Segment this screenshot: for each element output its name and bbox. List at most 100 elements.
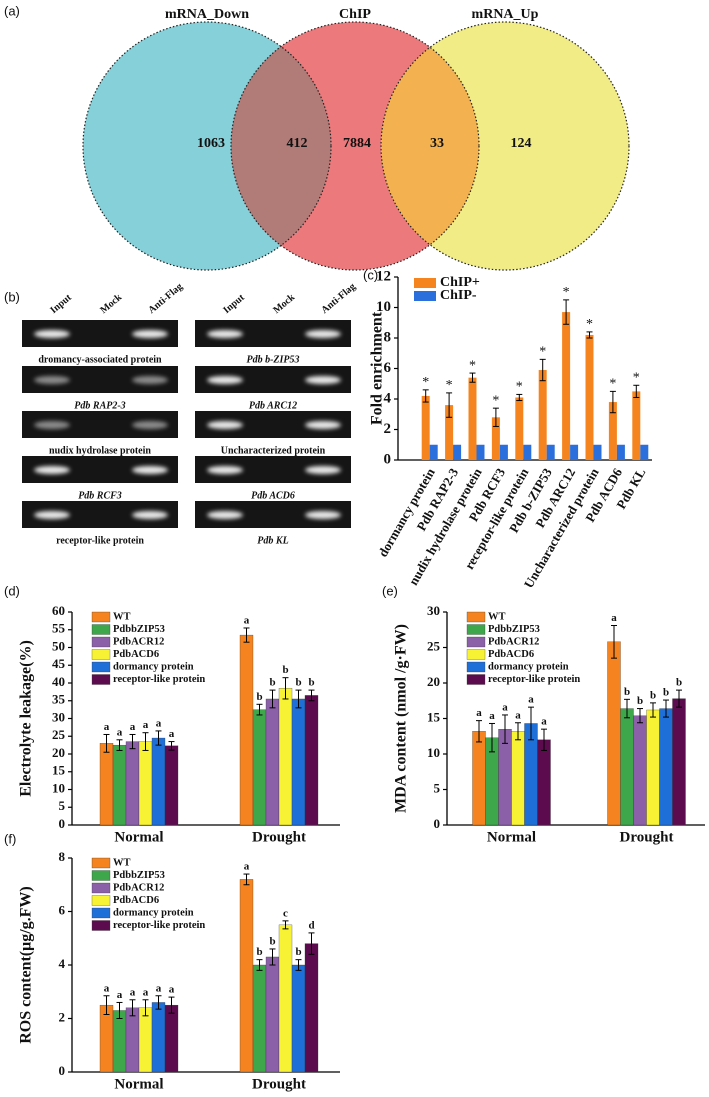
region-count: 33: [430, 136, 444, 151]
significance-letter: b: [269, 677, 275, 689]
significance-marker: *: [633, 370, 640, 385]
legend-label: dormancy protein: [488, 661, 569, 672]
gel-band: [305, 466, 341, 474]
legend-swatch: [466, 661, 486, 673]
significance-letter: a: [143, 719, 149, 731]
legend-swatch: [466, 636, 486, 648]
x-tick-label: Normal: [114, 829, 163, 845]
gel-band: [34, 421, 70, 429]
bar: [125, 1007, 140, 1073]
gel-band: [207, 466, 243, 474]
bar: [585, 334, 594, 460]
bar: [445, 405, 454, 460]
bar: [164, 745, 179, 826]
bar: [593, 444, 602, 460]
gene-label: nudix hydrolase protein: [49, 445, 151, 456]
significance-letter: a: [489, 710, 495, 722]
panel-label: (d): [4, 583, 20, 598]
bar: [672, 698, 686, 826]
y-tick-label: 50: [52, 638, 65, 653]
bar: [640, 444, 649, 460]
significance-letter: c: [283, 907, 288, 919]
bar: [468, 377, 477, 460]
significance-letter: b: [269, 935, 275, 947]
significance-letter: a: [244, 861, 250, 873]
set-label: ChIP: [339, 7, 371, 22]
significance-letter: a: [130, 721, 136, 733]
region-count: 412: [287, 136, 308, 151]
y-tick-label: 35: [52, 692, 66, 707]
gene-label: Pdb RCF3: [78, 490, 122, 501]
bar: [476, 444, 485, 460]
bar: [620, 708, 634, 826]
bar: [304, 943, 319, 1073]
bar: [291, 698, 306, 826]
y-tick-label: 10: [427, 745, 440, 760]
legend-label: PdbACD6: [488, 649, 534, 660]
legend-swatch: [91, 907, 111, 919]
legend-swatch: [466, 624, 486, 635]
significance-letter: a: [611, 612, 617, 624]
gene-label: Pdb b-ZIP53: [246, 354, 299, 365]
bar: [515, 397, 524, 460]
y-axis-title: ROS content(μg/g.FW): [18, 886, 35, 1044]
y-tick-label: 5: [59, 798, 66, 813]
venn-outline: [230, 21, 480, 271]
bar: [491, 417, 500, 460]
y-tick-label: 55: [52, 621, 66, 636]
significance-letter: b: [637, 695, 643, 707]
bar: [646, 709, 660, 826]
significance-marker: *: [586, 317, 593, 332]
significance-letter: a: [169, 728, 175, 740]
significance-marker: *: [563, 285, 570, 300]
y-tick-label: 8: [384, 329, 392, 345]
bar: [239, 879, 254, 1073]
legend-swatch: [414, 291, 436, 301]
y-tick-label: 20: [427, 674, 440, 689]
y-tick-label: 15: [52, 763, 66, 778]
bar: [252, 964, 267, 1073]
legend-swatch: [91, 674, 111, 685]
gel-band: [305, 330, 341, 338]
bar: [570, 444, 579, 460]
legend-label: PdbACD6: [113, 649, 159, 660]
panel-label: (e): [382, 583, 398, 598]
bar: [252, 709, 267, 826]
bar: [546, 444, 555, 460]
legend-swatch: [466, 611, 486, 623]
lane-label: Input: [221, 292, 247, 316]
significance-letter: b: [256, 946, 262, 958]
bar: [151, 737, 166, 826]
y-tick-label: 0: [59, 1063, 66, 1078]
gene-label: Pdb ARC12: [249, 400, 297, 411]
bar: [112, 744, 127, 826]
significance-letter: a: [169, 984, 175, 996]
legend-swatch: [91, 870, 111, 881]
bar: [632, 391, 641, 460]
gel-band: [132, 466, 168, 474]
significance-letter: a: [117, 726, 123, 738]
legend-label: PdbACD6: [113, 895, 159, 906]
significance-letter: a: [143, 986, 149, 998]
significance-letter: a: [117, 989, 123, 1001]
significance-letter: a: [502, 701, 508, 713]
bar: [659, 708, 673, 826]
legend-label: PdbbZIP53: [113, 624, 165, 635]
bar: [138, 1007, 153, 1073]
legend-label: PdbACR12: [113, 636, 164, 647]
y-tick-label: 6: [59, 902, 66, 917]
significance-letter: b: [256, 691, 262, 703]
significance-letter: b: [282, 664, 288, 676]
lane-label: Input: [48, 292, 74, 316]
legend-swatch: [466, 674, 486, 685]
legend-label: PdbbZIP53: [488, 624, 540, 635]
legend-swatch: [91, 661, 111, 673]
gene-label: Pdb ACD6: [251, 490, 295, 501]
gene-label: Pdb KL: [257, 535, 288, 546]
bar: [112, 1010, 127, 1073]
legend-label: receptor-like protein: [113, 920, 205, 931]
significance-letter: b: [624, 686, 630, 698]
y-tick-label: 4: [384, 390, 392, 406]
region-count: 1063: [197, 136, 225, 151]
bar: [607, 641, 621, 826]
